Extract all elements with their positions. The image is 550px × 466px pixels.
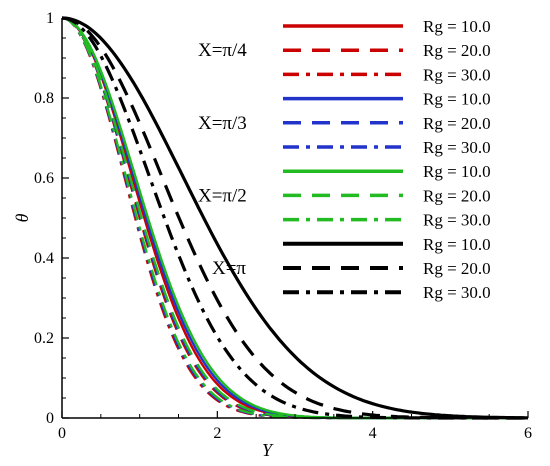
x-tick-label-0: 0 [58, 425, 66, 442]
y-axis-label: θ [12, 213, 32, 222]
legend-group-label-0: X=π/4 [198, 40, 247, 61]
legend-label-g0-s0: Rg = 10.0 [423, 17, 491, 36]
x-tick-label-3: 6 [524, 425, 532, 442]
x-tick-label-2: 4 [369, 425, 377, 442]
legend-label-g2-s1: Rg = 20.0 [423, 186, 491, 205]
x-tick-label-1: 2 [213, 425, 221, 442]
legend-label-g2-s0: Rg = 10.0 [423, 162, 491, 181]
y-tick-label-5: 1 [46, 10, 54, 27]
x-axis-label: Y [262, 440, 274, 460]
y-tick-label-1: 0.2 [34, 330, 54, 347]
legend-label-g3-s1: Rg = 20.0 [423, 259, 491, 278]
legend-group-label-2: X=π/2 [198, 185, 247, 206]
legend-label-g0-s1: Rg = 20.0 [423, 41, 491, 60]
legend-label-g3-s0: Rg = 10.0 [423, 235, 491, 254]
y-tick-label-2: 0.4 [34, 250, 54, 267]
legend-label-g1-s0: Rg = 10.0 [423, 90, 491, 109]
y-tick-label-0: 0 [46, 410, 54, 427]
y-tick-label-4: 0.8 [34, 90, 54, 107]
legend: Rg = 10.0 Rg = 20.0 Rg = 30.0 X=π/4 Rg = 10.… [198, 17, 491, 302]
legend-group-label-1: X=π/3 [198, 113, 247, 134]
legend-label-g1-s1: Rg = 20.0 [423, 114, 491, 133]
axes: 0 2 4 6 0 0.2 0.4 0.6 0.8 1 Yθ [12, 10, 532, 460]
y-tick-label-3: 0.6 [34, 170, 54, 187]
legend-label-g0-s2: Rg = 30.0 [423, 65, 491, 84]
legend-label-g2-s2: Rg = 30.0 [423, 211, 491, 230]
legend-group-label-3: X=π [212, 258, 246, 279]
legend-label-g1-s2: Rg = 30.0 [423, 138, 491, 157]
legend-label-g3-s2: Rg = 30.0 [423, 283, 491, 302]
